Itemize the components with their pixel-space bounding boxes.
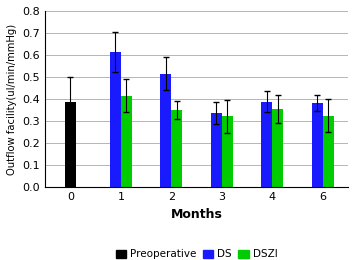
- Bar: [65, 102, 76, 187]
- Y-axis label: Outflow facility(ul/min/mmHg): Outflow facility(ul/min/mmHg): [7, 23, 17, 175]
- Bar: [312, 103, 323, 187]
- Bar: [121, 96, 132, 187]
- Bar: [160, 74, 171, 187]
- Legend: Preoperative, DS, DSZI: Preoperative, DS, DSZI: [111, 245, 282, 260]
- X-axis label: Months: Months: [171, 208, 223, 221]
- Bar: [261, 102, 272, 187]
- Bar: [222, 116, 233, 187]
- Bar: [110, 52, 121, 187]
- Bar: [272, 109, 283, 187]
- Bar: [211, 113, 222, 187]
- Bar: [171, 110, 182, 187]
- Bar: [323, 116, 334, 187]
